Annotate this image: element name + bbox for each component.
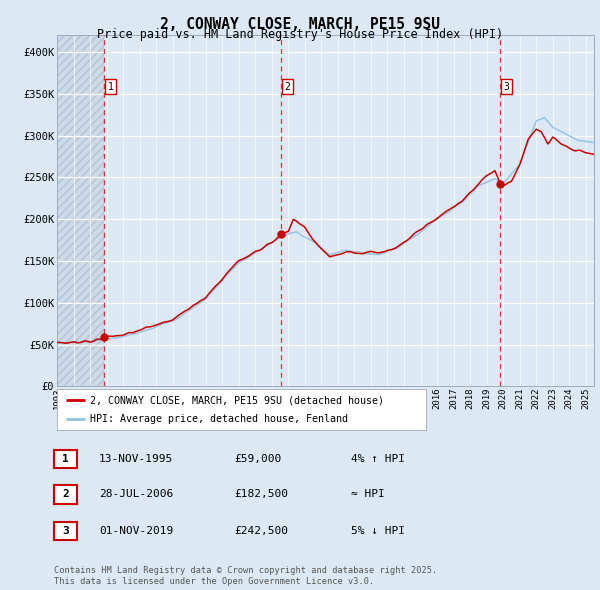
Text: HPI: Average price, detached house, Fenland: HPI: Average price, detached house, Fenl… (90, 414, 348, 424)
Text: 3: 3 (62, 526, 69, 536)
Text: 28-JUL-2006: 28-JUL-2006 (99, 490, 173, 499)
Text: 13-NOV-1995: 13-NOV-1995 (99, 454, 173, 464)
Text: £59,000: £59,000 (234, 454, 281, 464)
Text: 2: 2 (62, 490, 69, 499)
Text: Contains HM Land Registry data © Crown copyright and database right 2025.: Contains HM Land Registry data © Crown c… (54, 566, 437, 575)
Bar (57, 35, 104, 386)
Text: 5% ↓ HPI: 5% ↓ HPI (351, 526, 405, 536)
Text: £242,500: £242,500 (234, 526, 288, 536)
Text: 1: 1 (107, 82, 113, 92)
Text: 3: 3 (503, 82, 509, 92)
Text: 01-NOV-2019: 01-NOV-2019 (99, 526, 173, 536)
Text: Price paid vs. HM Land Registry's House Price Index (HPI): Price paid vs. HM Land Registry's House … (97, 28, 503, 41)
Text: 4% ↑ HPI: 4% ↑ HPI (351, 454, 405, 464)
Text: 2: 2 (284, 82, 290, 92)
Text: ≈ HPI: ≈ HPI (351, 490, 385, 499)
Text: 1: 1 (62, 454, 69, 464)
Text: £182,500: £182,500 (234, 490, 288, 499)
Text: 2, CONWAY CLOSE, MARCH, PE15 9SU (detached house): 2, CONWAY CLOSE, MARCH, PE15 9SU (detach… (90, 395, 384, 405)
Text: 2, CONWAY CLOSE, MARCH, PE15 9SU: 2, CONWAY CLOSE, MARCH, PE15 9SU (160, 17, 440, 31)
Text: This data is licensed under the Open Government Licence v3.0.: This data is licensed under the Open Gov… (54, 577, 374, 586)
